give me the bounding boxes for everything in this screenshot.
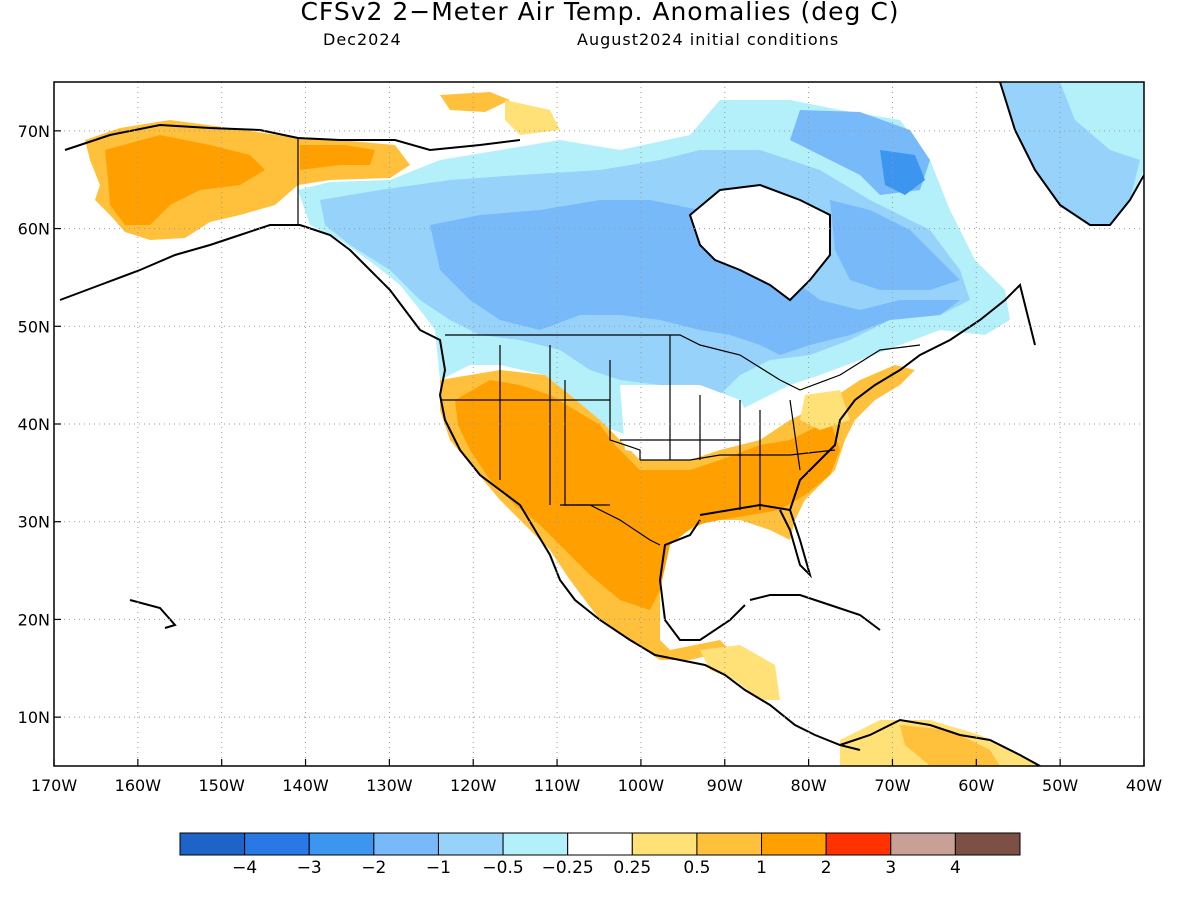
colorbar-swatch	[890, 832, 956, 856]
colorbar-label: −0.5	[482, 858, 523, 878]
map-title: CFSv2 2−Meter Air Temp. Anomalies (deg C…	[300, 0, 900, 26]
quebec-cool-anomaly	[830, 200, 960, 290]
hudson-bay-neutral	[690, 185, 830, 300]
initial-conditions: August2024 initial conditions	[577, 30, 840, 49]
colorbar-label: −4	[232, 858, 257, 878]
lon-tick-label: 160W	[115, 776, 162, 795]
lon-tick-label: 140W	[282, 776, 329, 795]
colorbar-label: −0.25	[542, 858, 594, 878]
colorbar-swatch	[761, 832, 827, 856]
colorbar-label: 4	[950, 858, 961, 878]
colorbar-swatch	[696, 832, 763, 856]
colorbar-swatch	[373, 832, 439, 856]
lon-tick-label: 110W	[534, 776, 581, 795]
colorbar: −4 −3 −2 −1 −0.5 −0.25 0.25 0.5 1 2 3 4	[179, 832, 1021, 878]
lat-tick-label: 70N	[18, 122, 50, 141]
lat-tick-label: 40N	[18, 415, 50, 434]
colorbar-swatch	[502, 832, 569, 856]
lon-tick-label: 90W	[707, 776, 743, 795]
longitude-axis: 170W 160W 150W 140W 130W 120W 110W 100W 90W 80W 70…	[31, 759, 1162, 795]
colorbar-swatch	[825, 832, 892, 856]
lon-tick-label: 130W	[366, 776, 413, 795]
lon-tick-label: 80W	[791, 776, 827, 795]
colorbar-label: 1	[756, 858, 767, 878]
lat-tick-label: 30N	[18, 513, 50, 532]
lat-tick-label: 10N	[18, 708, 50, 727]
lon-tick-label: 60W	[958, 776, 994, 795]
lon-tick-label: 40W	[1126, 776, 1162, 795]
colorbar-label: 0.25	[613, 858, 651, 878]
colorbar-label: −3	[297, 858, 322, 878]
colorbar-label: −2	[361, 858, 386, 878]
lon-tick-label: 100W	[618, 776, 665, 795]
lat-tick-label: 20N	[18, 610, 50, 629]
colorbar-swatch	[244, 832, 310, 856]
map-plot-area	[59, 82, 1144, 766]
map-grid	[54, 82, 1144, 766]
colorbar-swatch	[179, 832, 246, 856]
forecast-month: Dec2024	[323, 30, 402, 49]
alaska-warm-anomaly-core	[105, 135, 265, 225]
lon-tick-label: 50W	[1042, 776, 1078, 795]
colorbar-swatch	[437, 832, 504, 856]
colorbar-label: 3	[885, 858, 896, 878]
colorbar-label: 0.5	[683, 858, 710, 878]
lon-tick-label: 170W	[31, 776, 78, 795]
yukon-warm-anomaly	[300, 145, 375, 170]
latitude-axis: 70N 60N 50N 40N 30N 20N 10N	[18, 122, 61, 727]
us-southwest-warm-anomaly-core	[455, 380, 840, 610]
colorbar-swatch	[567, 832, 633, 856]
colorbar-label: −1	[426, 858, 451, 878]
lat-tick-label: 60N	[18, 220, 50, 239]
lon-tick-label: 150W	[199, 776, 246, 795]
baffin-cool-anomaly-strong	[880, 150, 925, 195]
south-america-warm-core	[900, 725, 1000, 766]
arctic-warm-patch-light	[505, 100, 560, 135]
central-america-warm	[700, 645, 780, 700]
colorbar-label: 2	[821, 858, 832, 878]
arctic-warm-patch	[440, 92, 510, 112]
lon-tick-label: 70W	[874, 776, 910, 795]
great-lakes-neutral	[620, 385, 750, 455]
canada-cool-anomaly-strong	[430, 200, 960, 355]
lon-tick-label: 120W	[450, 776, 497, 795]
colorbar-swatch	[631, 832, 698, 856]
colorbar-swatch	[308, 832, 375, 856]
northeast-light-warm	[800, 390, 850, 430]
political-borders	[297, 138, 921, 546]
greenland-cool-anomaly-mid	[1000, 82, 1140, 225]
colorbar-swatch	[954, 832, 1021, 856]
lat-tick-label: 50N	[18, 317, 50, 336]
